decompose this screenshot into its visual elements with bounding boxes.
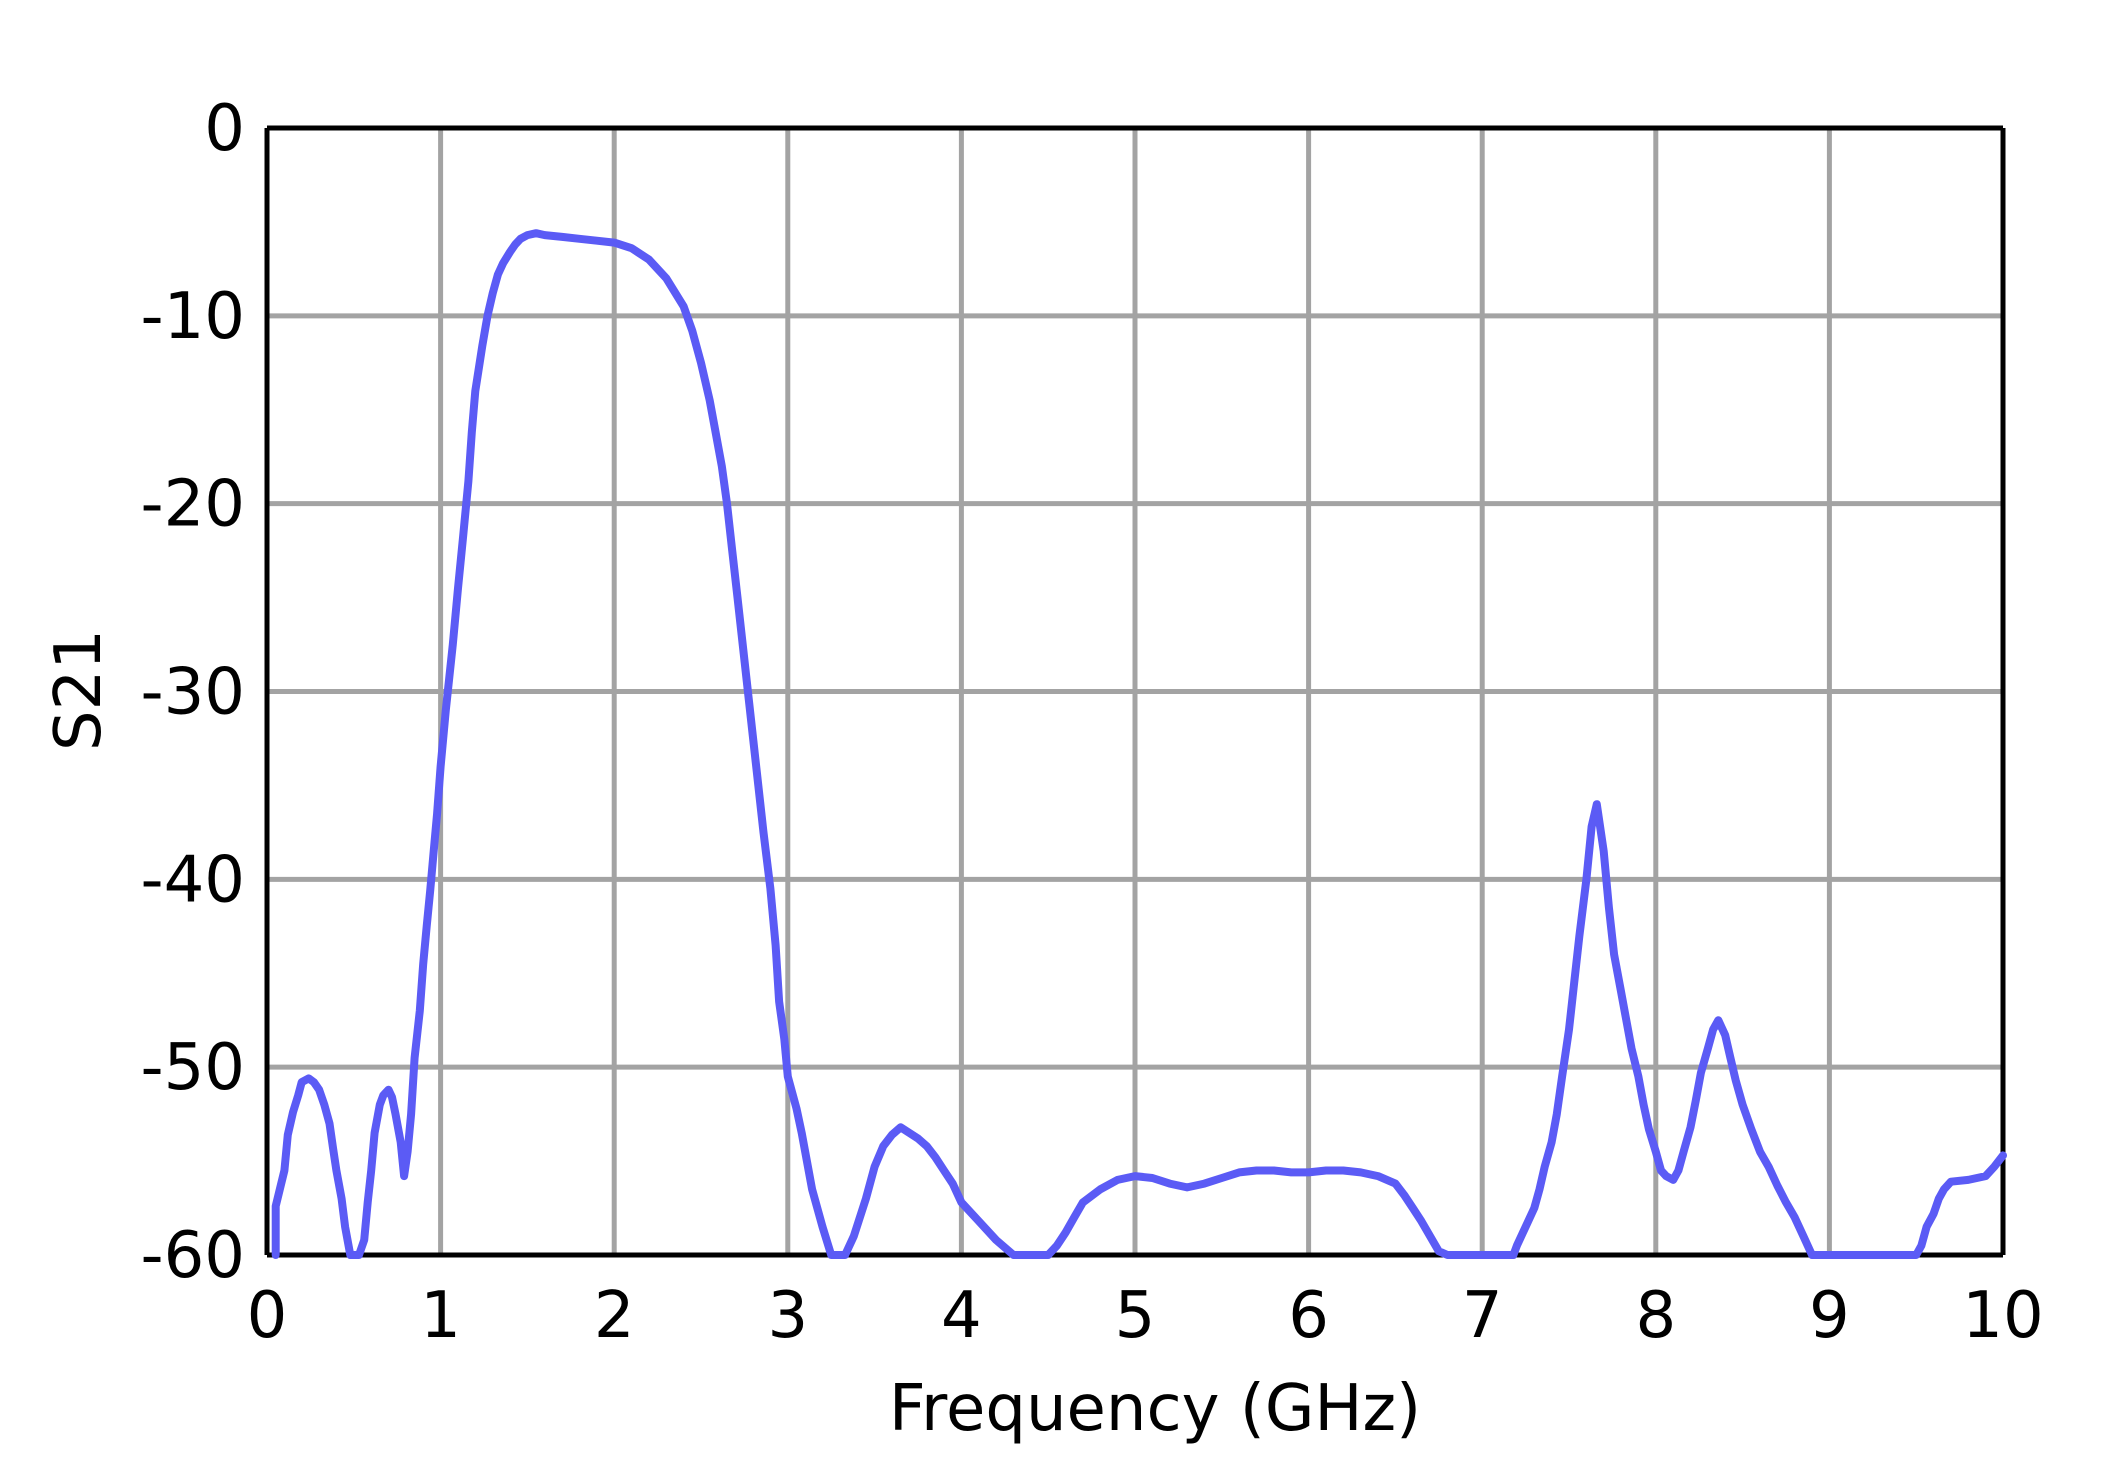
x-tick-label-0: 0 (247, 1279, 288, 1353)
x-tick-label-5: 5 (1115, 1279, 1156, 1353)
x-axis-title: Frequency (GHz) (889, 1372, 1421, 1446)
x-tick-label-1: 1 (420, 1279, 461, 1353)
x-tick-label-7: 7 (1462, 1279, 1503, 1353)
y-tick-label-6: -60 (140, 1219, 245, 1293)
y-tick-label-5: -50 (140, 1031, 245, 1105)
series-layer (271, 229, 2007, 1259)
y-tick-labels: 0 -10 -20 -30 -40 -50 -60 (140, 92, 245, 1293)
x-tick-label-8: 8 (1635, 1279, 1676, 1353)
x-tick-label-10: 10 (1962, 1279, 2043, 1353)
y-tick-label-4: -40 (140, 843, 245, 917)
y-tick-label-2: -20 (140, 468, 245, 542)
plot-frame (264, 125, 2006, 1258)
grid-lines (267, 128, 2003, 1255)
y-tick-label-3: -30 (140, 656, 245, 730)
x-tick-label-2: 2 (594, 1279, 635, 1353)
series-line-0 (271, 229, 2007, 1259)
x-tick-label-4: 4 (941, 1279, 982, 1353)
x-tick-labels: 0 1 2 3 4 5 6 7 8 9 10 (247, 1279, 2044, 1353)
y-tick-label-1: -10 (140, 280, 245, 354)
y-axis-title: S21 (42, 629, 116, 751)
y-tick-label-0: 0 (204, 92, 245, 166)
x-tick-label-3: 3 (767, 1279, 808, 1353)
x-tick-label-9: 9 (1809, 1279, 1850, 1353)
x-tick-label-6: 6 (1288, 1279, 1329, 1353)
